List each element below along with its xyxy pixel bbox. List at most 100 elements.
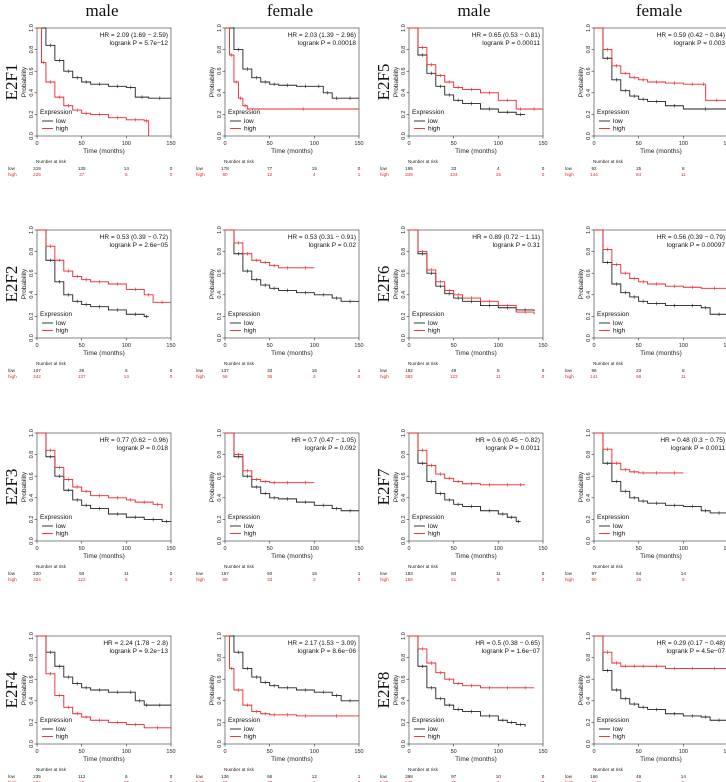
plot-frame bbox=[224, 635, 360, 745]
x-tick-label: 100 bbox=[310, 546, 319, 552]
y-tick-label: 0.6 bbox=[217, 67, 223, 75]
x-axis-label: Time (months) bbox=[455, 553, 497, 560]
x-tick-label: 150 bbox=[354, 141, 363, 147]
y-axis-label: Probability bbox=[209, 268, 216, 299]
risk-count-high: 137 bbox=[78, 374, 86, 379]
x-tick-label: 150 bbox=[166, 546, 175, 552]
risk-row-label-low: low bbox=[8, 166, 16, 171]
risk-count-low: 14 bbox=[681, 774, 687, 779]
y-axis-label: Probability bbox=[21, 268, 28, 299]
plot-frame bbox=[224, 229, 360, 339]
risk-row-label-high: high bbox=[565, 780, 574, 782]
y-tick-label: 0.8 bbox=[401, 46, 407, 54]
logrank-p: logrank P = 0.092 bbox=[305, 445, 356, 452]
y-tick-label: 0.6 bbox=[586, 472, 592, 480]
legend-title: Expression bbox=[40, 109, 73, 116]
risk-title: Number at risk bbox=[408, 159, 439, 164]
risk-title: Number at risk bbox=[593, 159, 624, 164]
risk-count-low: 0 bbox=[542, 774, 545, 779]
risk-count-high: 67 bbox=[591, 780, 597, 782]
y-tick-label: 0.4 bbox=[217, 697, 223, 705]
plot-frame bbox=[408, 432, 544, 542]
risk-count-high: 0 bbox=[170, 172, 173, 177]
x-tick-label: 50 bbox=[79, 343, 85, 349]
x-tick-label: 150 bbox=[538, 343, 547, 349]
y-tick-label: 0.0 bbox=[29, 537, 35, 545]
hazard-ratio: HR = 0.53 (0.31 − 0.91) bbox=[288, 234, 356, 241]
km-panel: E2F5 0.0 0.2 0.4 0.6 0.8 1.0 Probability 0 50 100 1… bbox=[374, 24, 548, 177]
risk-count-low: 167 bbox=[221, 571, 229, 576]
risk-count-low: 182 bbox=[405, 368, 413, 373]
y-tick-label: 0.2 bbox=[586, 719, 592, 727]
high-expression-curve bbox=[225, 229, 315, 269]
legend-label-low: low bbox=[428, 320, 438, 327]
y-tick-label: 1.0 bbox=[29, 632, 35, 640]
y-tick-label: 0.2 bbox=[217, 313, 223, 321]
risk-title: Number at risk bbox=[224, 767, 255, 772]
risk-count-high: 144 bbox=[590, 172, 598, 177]
y-tick-label: 0.2 bbox=[217, 111, 223, 119]
risk-title: Number at risk bbox=[224, 361, 255, 366]
logrank-p: logrank P = 9.2e−13 bbox=[110, 648, 169, 655]
risk-count-low: 220 bbox=[33, 571, 41, 576]
y-tick-label: 0.6 bbox=[29, 67, 35, 75]
risk-count-high: 4 bbox=[313, 172, 316, 177]
y-tick-label: 0.4 bbox=[401, 494, 407, 502]
x-tick-label: 150 bbox=[354, 343, 363, 349]
y-tick-label: 1.0 bbox=[586, 24, 592, 32]
risk-count-high: 5 bbox=[682, 577, 685, 582]
risk-row-label-high: high bbox=[565, 577, 574, 582]
risk-count-low: 136 bbox=[221, 774, 229, 779]
risk-count-high: 14 bbox=[124, 374, 130, 379]
x-axis-label: Time (months) bbox=[271, 350, 313, 357]
risk-count-high: 12 bbox=[267, 172, 273, 177]
y-tick-label: 0.6 bbox=[586, 67, 592, 75]
risk-count-low: 235 bbox=[33, 774, 41, 779]
km-panel: 0.0 0.2 0.4 0.6 0.8 1.0 Probability 0 50 100 150 Ti… bbox=[196, 632, 364, 782]
risk-count-low: 23 bbox=[636, 368, 642, 373]
risk-count-high: 58 bbox=[222, 374, 228, 379]
risk-row-label-low: low bbox=[8, 571, 16, 576]
risk-count-high: 51 bbox=[451, 577, 457, 582]
legend-label-high: high bbox=[56, 328, 69, 335]
risk-count-high: 90 bbox=[591, 577, 597, 582]
risk-count-low: 16 bbox=[312, 571, 318, 576]
risk-count-high: 37 bbox=[267, 780, 273, 782]
high-expression-curve bbox=[37, 635, 172, 729]
legend-label-low: low bbox=[56, 523, 66, 530]
risk-row-label-high: high bbox=[565, 374, 574, 379]
risk-count-low: 112 bbox=[78, 774, 86, 779]
y-tick-label: 0.8 bbox=[401, 654, 407, 662]
y-axis-label: Probability bbox=[578, 268, 585, 299]
risk-count-high: 122 bbox=[78, 577, 86, 582]
column-header: male bbox=[85, 1, 118, 20]
y-tick-label: 1.0 bbox=[29, 24, 35, 32]
x-tick-label: 150 bbox=[538, 141, 547, 147]
risk-count-low: 25 bbox=[636, 166, 642, 171]
y-tick-label: 0.2 bbox=[217, 516, 223, 524]
gene-label: E2F2 bbox=[2, 266, 21, 303]
low-expression-curve bbox=[594, 635, 726, 721]
hazard-ratio: HR = 2.24 (1.78 − 2.8) bbox=[103, 640, 168, 647]
x-tick-label: 0 bbox=[407, 749, 410, 755]
y-tick-label: 0.4 bbox=[29, 89, 35, 97]
y-tick-label: 1.0 bbox=[586, 226, 592, 234]
x-tick-label: 50 bbox=[267, 749, 273, 755]
y-tick-label: 0.4 bbox=[586, 494, 592, 502]
legend-label-high: high bbox=[613, 126, 626, 133]
logrank-p: logrank P = 5.7e−12 bbox=[110, 40, 169, 47]
hazard-ratio: HR = 2.03 (1.39 − 2.96) bbox=[288, 32, 356, 39]
risk-count-low: 1 bbox=[358, 774, 361, 779]
risk-count-high: 11 bbox=[496, 374, 501, 379]
risk-count-high: 11 bbox=[681, 374, 686, 379]
legend-label-high: high bbox=[613, 531, 626, 538]
risk-count-low: 54 bbox=[636, 571, 642, 576]
risk-count-high: 75 bbox=[451, 780, 457, 782]
risk-count-low: 92 bbox=[591, 166, 597, 171]
risk-title: Number at risk bbox=[36, 564, 67, 569]
legend-label-low: low bbox=[244, 726, 254, 733]
risk-row-label-high: high bbox=[196, 374, 205, 379]
km-panel: E2F1 0.0 0.2 0.4 0.6 0.8 1.0 Probability 0 50 100 1… bbox=[2, 24, 176, 177]
